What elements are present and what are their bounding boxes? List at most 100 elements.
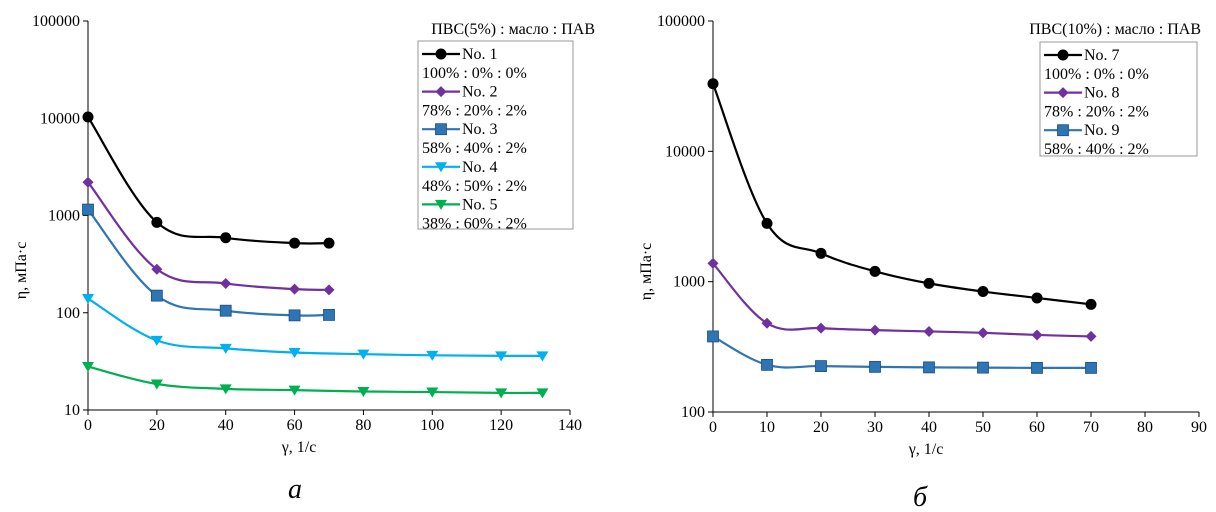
data-point [82, 203, 94, 216]
series-no-2 [82, 176, 335, 296]
legend-swatch-marker [1057, 49, 1069, 61]
data-point [151, 263, 163, 275]
data-point [150, 379, 163, 390]
data-point [977, 286, 989, 298]
data-point [323, 284, 335, 296]
data-point [761, 358, 773, 371]
data-point [289, 283, 301, 295]
legend-series-composition: 38% : 60% : 2% [422, 215, 527, 232]
x-tick-label: 70 [1083, 419, 1099, 436]
y-tick-label: 10000 [665, 143, 705, 160]
x-tick-label: 60 [1029, 419, 1045, 436]
y-tick-label: 1000 [48, 208, 80, 225]
chart-panel-b: 0 10 20 30 40 50 60 70 80 90 100 1000 10000 100000 γ, … [638, 13, 1207, 512]
legend-series-name: No. 3 [462, 121, 498, 138]
legend-swatch-marker [435, 199, 447, 210]
x-tick-label: 0 [84, 417, 92, 434]
data-point [82, 362, 94, 373]
y-axis-label: η, мПа·с [638, 243, 655, 301]
data-point [288, 309, 301, 322]
data-point [426, 387, 439, 398]
x-tick-label: 120 [489, 417, 513, 434]
data-point [815, 247, 827, 259]
data-point [707, 257, 719, 269]
series-line [87, 116, 330, 245]
data-point [707, 78, 719, 90]
chart-panel-a: 0 20 40 60 80 100 120 140 10 100 1000 10000 100000 γ,… [13, 13, 595, 505]
x-tick-label: 40 [218, 417, 234, 434]
x-tick-label: 40 [921, 419, 937, 436]
data-point [357, 349, 370, 360]
series-line [87, 208, 330, 317]
series-no-7 [707, 78, 1097, 310]
series-no-5 [82, 362, 549, 399]
x-tick-label: 80 [1137, 419, 1153, 436]
legend-series-name: No. 1 [462, 46, 498, 63]
data-point [219, 384, 232, 395]
data-point [923, 325, 935, 337]
legend-series-name: No. 9 [1084, 122, 1120, 139]
data-point [220, 277, 232, 289]
y-tick-label: 100 [681, 404, 705, 421]
legend-series-composition: 48% : 50% : 2% [422, 178, 527, 195]
panel-label: а [288, 474, 302, 505]
data-point [220, 232, 232, 244]
series-no-3 [82, 203, 335, 322]
legend-series-name: No. 7 [1084, 47, 1120, 64]
x-tick-label: 20 [813, 419, 829, 436]
data-point [923, 361, 935, 374]
x-tick-label: 20 [149, 417, 165, 434]
data-point [82, 176, 94, 188]
series-no-8 [707, 257, 1097, 342]
data-point [495, 351, 508, 362]
x-tick-label: 30 [867, 419, 883, 436]
legend-box [1039, 41, 1198, 157]
data-point [219, 343, 232, 354]
data-point [1085, 298, 1097, 310]
x-tick-label: 140 [558, 417, 582, 434]
data-point [426, 350, 439, 361]
data-point [977, 361, 989, 374]
data-point [761, 217, 773, 229]
data-point [536, 388, 549, 399]
data-point [977, 327, 989, 339]
data-point [323, 237, 335, 249]
x-tick-label: 50 [975, 419, 991, 436]
data-point [150, 289, 163, 302]
x-axis-label: γ, 1/с [908, 441, 944, 458]
data-point [151, 216, 163, 228]
legend-title: ПВС(10%) : масло : ПАВ [1029, 21, 1201, 38]
data-point [536, 351, 549, 362]
series-line [87, 365, 543, 395]
data-point [815, 322, 827, 334]
legend-swatch-marker [435, 86, 447, 98]
data-point [288, 385, 301, 396]
data-point [1031, 292, 1043, 304]
data-point [82, 111, 94, 123]
series-line [711, 83, 1092, 306]
data-point [1031, 361, 1043, 374]
data-point [150, 335, 163, 346]
legend-series-composition: 78% : 20% : 2% [1044, 104, 1149, 121]
series-no-4 [82, 294, 549, 362]
data-point [357, 386, 370, 397]
legend-series-name: No. 8 [1084, 85, 1120, 102]
x-tick-label: 90 [1191, 419, 1207, 436]
legend-series-name: No. 4 [462, 159, 498, 176]
legend-series-composition: 100% : 0% : 0% [422, 65, 527, 82]
x-tick-label: 100 [420, 417, 444, 434]
data-point [707, 330, 719, 343]
data-point [869, 324, 881, 336]
legend-swatch-marker [1057, 124, 1069, 137]
y-tick-label: 10000 [40, 110, 80, 127]
panel-label: б [913, 482, 928, 512]
legend-swatch-marker [1057, 87, 1069, 99]
legend-title: ПВС(5%) : масло : ПАВ [431, 21, 595, 38]
y-tick-label: 100 [56, 305, 80, 322]
legend-series-name: No. 2 [462, 84, 498, 101]
data-point [869, 360, 881, 373]
legend-swatch-marker [435, 48, 447, 60]
y-tick-label: 100000 [32, 13, 80, 30]
legend-swatch-marker [435, 123, 447, 136]
